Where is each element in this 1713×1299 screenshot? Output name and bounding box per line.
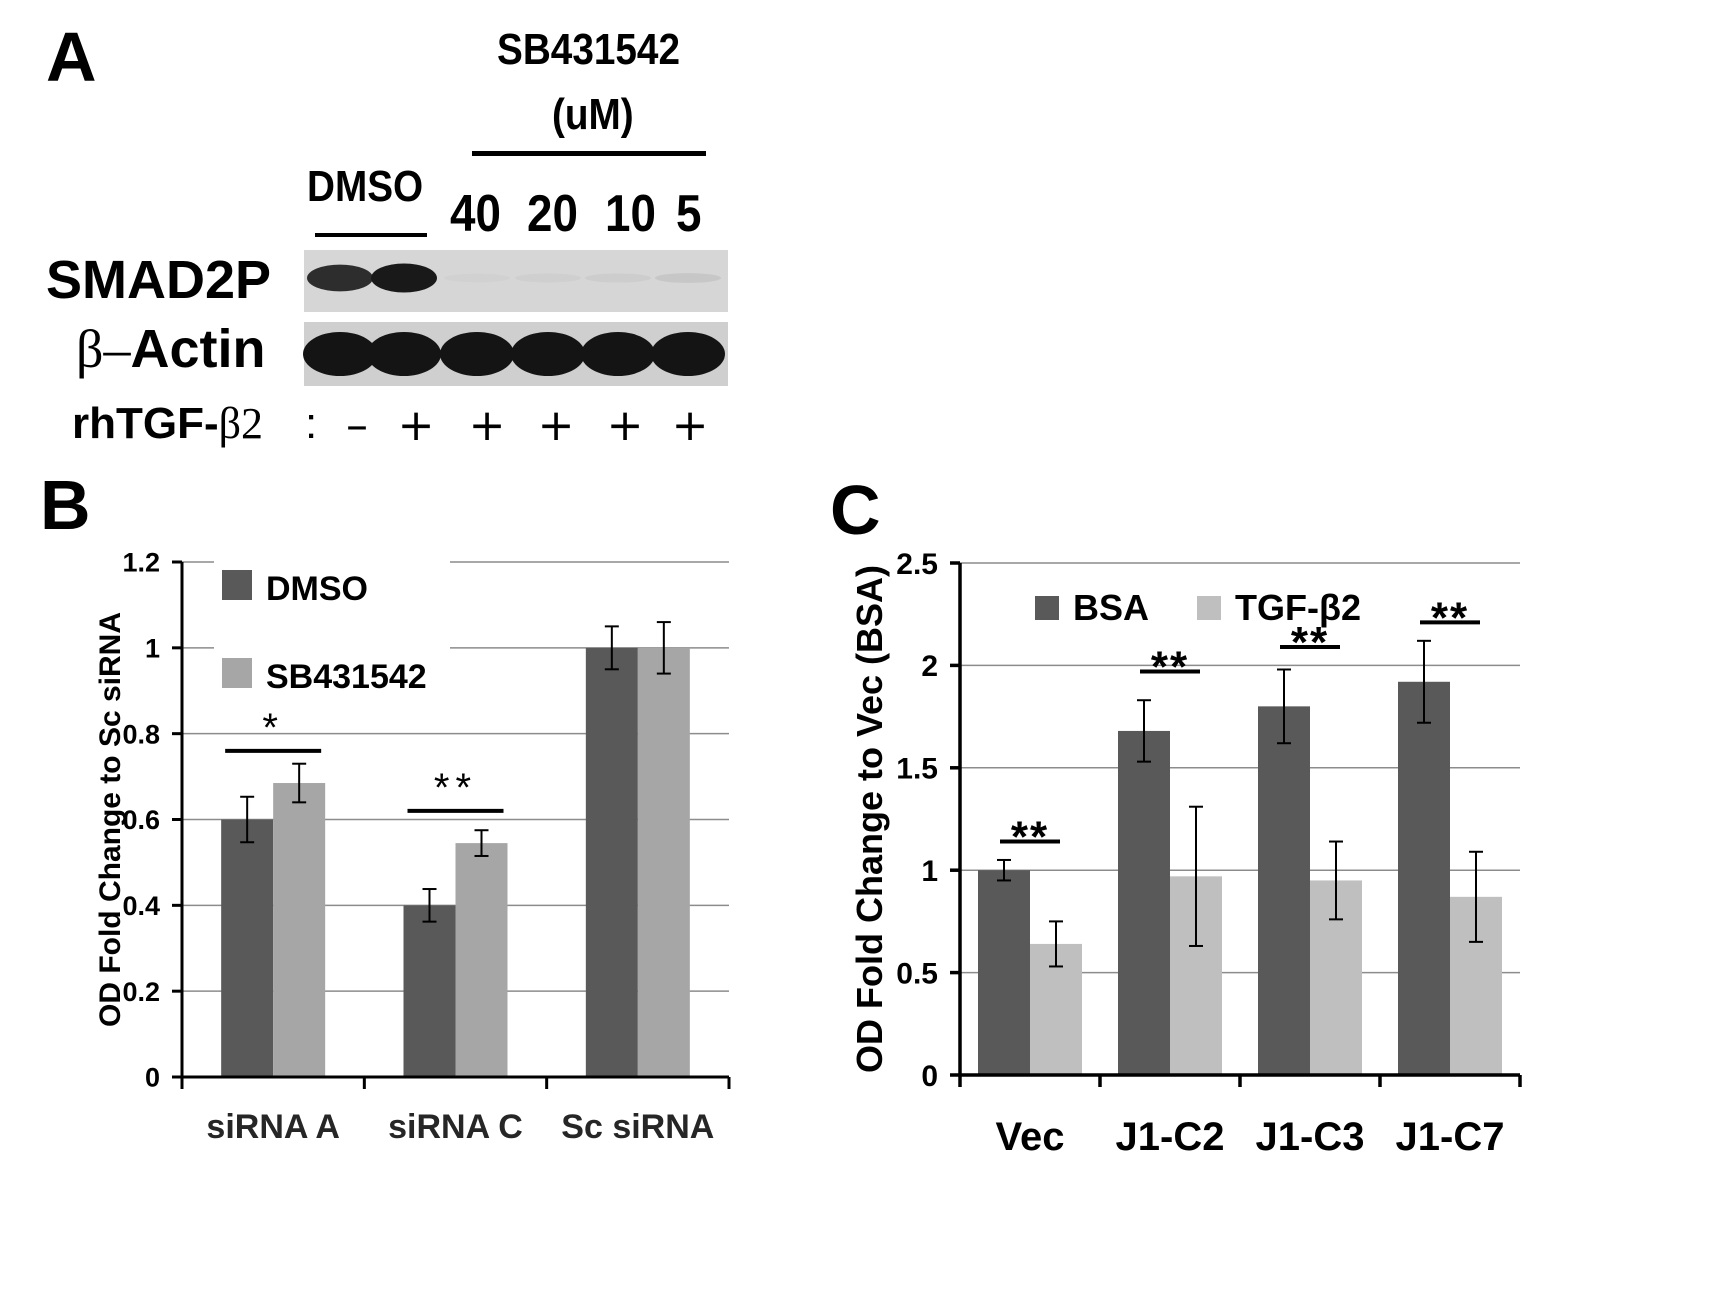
legend-swatch-1	[1197, 596, 1221, 620]
significance-stars: **	[1011, 813, 1049, 862]
actin-band	[303, 332, 377, 376]
significance-stars: **	[1431, 593, 1469, 642]
legend-swatch-0	[222, 570, 252, 600]
control-bracket	[315, 233, 427, 237]
y-tick-label: 0	[921, 1060, 938, 1093]
category-label: J1-C7	[1396, 1115, 1505, 1159]
category-label: Sc siRNA	[561, 1108, 714, 1146]
bar-sirna-c-0	[403, 905, 456, 1077]
stimulus-sign-lane-5: +	[606, 400, 644, 451]
y-tick-label: 1.2	[122, 548, 160, 578]
panel-b-letter: B	[40, 466, 91, 544]
control-label: DMSO	[307, 162, 424, 211]
chart-c: Vec J1-C2 J1-C3 J1-C7 0 0.5 1 1.5 2 2.5OD Fold Ch…	[849, 548, 1522, 1159]
legend-label-0: DMSO	[266, 570, 368, 608]
y-tick-label: 2	[921, 650, 938, 683]
stimulus-sign-lane-3: +	[468, 400, 506, 451]
western-blot	[303, 250, 728, 386]
bar-sc-sirna-0	[585, 647, 638, 1077]
y-tick-label: 0.5	[896, 957, 938, 990]
significance-stars: **	[1151, 643, 1189, 692]
smad2p-band	[585, 273, 651, 283]
panel-a-letter: A	[46, 18, 97, 96]
y-tick-label: 0	[145, 1063, 160, 1093]
treatment-bracket	[472, 151, 706, 156]
treatment-header: SB431542	[497, 25, 680, 74]
bar-sc-sirna-1	[637, 647, 690, 1077]
category-label: J1-C2	[1116, 1115, 1225, 1159]
chart-b: siRNA A siRNA C Sc siRNA 0 0.2 0.4 0.6 0.8 1 1.2 O…	[94, 548, 731, 1146]
category-label: Vec	[996, 1115, 1065, 1159]
actin-band	[440, 332, 514, 376]
smad2p-label: SMAD2P	[46, 250, 272, 310]
stimulus-sign-lane-6: +	[671, 400, 709, 451]
significance-stars: **	[434, 766, 477, 810]
bar-j1-c3-0	[1258, 706, 1310, 1075]
y-tick-label: 2.5	[896, 548, 938, 581]
conc-20: 20	[527, 185, 578, 243]
conc-40: 40	[450, 185, 501, 243]
actin-word-label: Actin	[130, 319, 266, 379]
y-tick-label: 1.5	[896, 753, 938, 786]
stimulus-sign-lane-1: –	[346, 400, 368, 451]
significance-stars: *	[262, 706, 284, 750]
y-tick-label: 1	[921, 855, 938, 888]
smad2p-band	[515, 273, 581, 283]
bar-j1-c2-0	[1118, 730, 1170, 1075]
category-label: siRNA A	[206, 1108, 340, 1146]
smad2p-band	[307, 264, 373, 292]
legend-swatch-0	[1035, 596, 1059, 620]
actin-label: β–Actin	[76, 322, 265, 376]
legend-label-1: SB431542	[266, 658, 427, 696]
smad2p-band	[371, 263, 437, 293]
conc-10: 10	[605, 185, 656, 243]
actin-band	[651, 332, 725, 376]
y-tick-label: 0.8	[122, 719, 160, 749]
actin-band	[511, 332, 585, 376]
category-label: siRNA C	[388, 1108, 523, 1146]
y-tick-label: 0.4	[122, 891, 160, 921]
y-axis-title: OD Fold Change to Vec (BSA)	[849, 565, 890, 1073]
legend-background	[214, 550, 450, 710]
conc-5: 5	[676, 185, 702, 243]
bar-vec-0	[978, 870, 1030, 1075]
stimulus-text: rhTGF-	[72, 399, 219, 448]
bar-sirna-c-1	[455, 843, 508, 1077]
y-tick-label: 0.6	[122, 805, 160, 835]
bar-sirna-a-0	[221, 819, 274, 1077]
stimulus-label: rhTGF-β2	[72, 402, 263, 446]
bar-j1-c7-0	[1398, 681, 1450, 1075]
actin-band	[367, 332, 441, 376]
stimulus-colon: :	[305, 399, 318, 448]
actin-band	[581, 332, 655, 376]
treatment-unit: (uM)	[552, 90, 634, 139]
legend-label-1: TGF-β2	[1235, 587, 1361, 628]
smad2p-band	[655, 273, 721, 283]
smad2p-band	[444, 273, 510, 283]
panel-c-letter: C	[830, 471, 881, 549]
category-label: J1-C3	[1256, 1115, 1365, 1159]
y-axis-title: OD Fold Change to Sc siRNA	[94, 612, 127, 1027]
stimulus-sign-lane-4: +	[537, 400, 575, 451]
legend-swatch-1	[222, 658, 252, 688]
bar-sirna-a-1	[273, 783, 326, 1077]
significance-stars: **	[1291, 618, 1329, 667]
legend-label-0: BSA	[1073, 587, 1149, 628]
actin-beta-label: β–	[76, 319, 131, 379]
y-tick-label: 1	[145, 634, 160, 664]
stimulus-sign-lane-2: +	[397, 400, 435, 451]
y-tick-label: 0.2	[122, 977, 160, 1007]
stimulus-beta: β2	[218, 399, 264, 448]
